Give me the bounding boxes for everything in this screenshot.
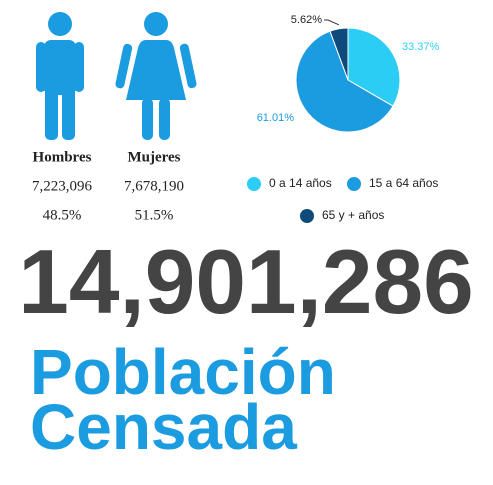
demo-share: 48.5%: [43, 207, 82, 223]
legend-label: 65 y + años: [322, 208, 384, 222]
legend-label: 15 a 64 años: [369, 176, 438, 190]
pie-slice: [347, 27, 401, 107]
legend-swatch: [247, 177, 261, 191]
demo-label: Mujeres: [127, 149, 180, 165]
total: 14,901,286: [18, 232, 473, 333]
demo-count: 7,223,096: [32, 178, 93, 194]
leader-line: [324, 19, 340, 26]
caption-line: Población: [30, 336, 336, 408]
pie-slice: [295, 30, 394, 133]
female-icon: [115, 12, 197, 140]
slice-label: 33.37%: [402, 41, 440, 53]
slice-label: 5.62%: [291, 14, 322, 26]
demo-count: 7,678,190: [124, 178, 184, 194]
slice-label: 61.01%: [257, 112, 295, 124]
caption-line: Censada: [30, 391, 297, 463]
legend-swatch: [300, 209, 314, 223]
demo-label: Hombres: [33, 149, 92, 165]
male-icon: [36, 12, 84, 140]
legend-swatch: [347, 177, 361, 191]
demo-share: 51.5%: [135, 207, 174, 223]
pie-slice: [329, 27, 349, 81]
legend-label: 0 a 14 años: [269, 176, 332, 190]
